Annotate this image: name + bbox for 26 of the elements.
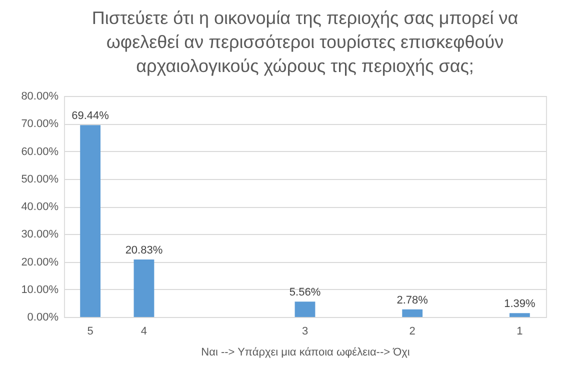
data-label: 1.39%: [504, 298, 536, 310]
x-tick-label: 4: [140, 326, 148, 338]
x-tick-label: 5: [87, 326, 94, 338]
y-tick-label: 50.00%: [21, 173, 59, 186]
bar: [134, 259, 154, 317]
chart-title: Πιστεύετε ότι η οικονομία της περιοχής σας μπορεί να ωφελεθεί αν περισσότεροι τουρίστες επισκεφθούν αρχαιολογικούς χώρους της περιοχής σας;: [92, 8, 518, 76]
y-tick-label: 0.00%: [27, 312, 59, 324]
x-axis-title: Ναι --> Υπάρχει μια κάποια ωφέλεια--> Όχι: [201, 346, 410, 358]
y-tick-label: 40.00%: [21, 201, 59, 213]
data-label: 5.56%: [289, 286, 321, 299]
x-tick-label: 1: [516, 326, 523, 338]
y-tick-label: 30.00%: [21, 228, 59, 241]
bar: [80, 125, 100, 317]
bar: [294, 302, 316, 317]
bar: [402, 309, 423, 317]
y-tick-label: 20.00%: [21, 256, 59, 268]
data-label: 2.78%: [396, 294, 428, 306]
y-tick-label: 10.00%: [21, 284, 59, 296]
bar: [510, 313, 530, 317]
y-tick-label: 60.00%: [21, 146, 59, 158]
data-label: 20.83%: [125, 244, 163, 256]
x-tick-label: 3: [302, 326, 308, 338]
data-label: 69.44%: [72, 110, 110, 122]
x-tick-label: 2: [409, 326, 416, 338]
y-tick-label: 70.00%: [21, 118, 59, 130]
y-tick-label: 80.00%: [21, 90, 59, 102]
